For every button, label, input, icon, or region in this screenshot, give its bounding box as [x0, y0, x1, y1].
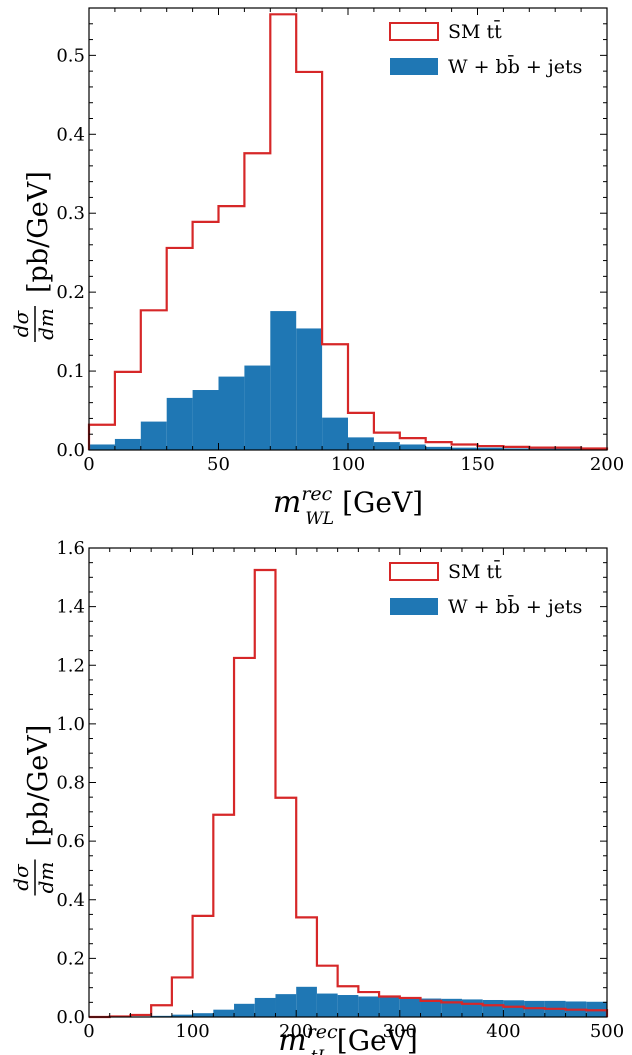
bar-wbb-9: [322, 417, 348, 450]
bar-wbb-4: [192, 390, 219, 450]
svg-text:dm: dm: [34, 862, 58, 894]
y-tick-label: 0.3: [56, 203, 85, 224]
ticks: [88, 547, 608, 1018]
y-tick-label: 1.2: [56, 655, 85, 676]
svg-text:dσ: dσ: [9, 309, 33, 337]
bar-wbb-3: [166, 397, 193, 450]
bar-wbb-0: [89, 444, 115, 450]
bar-wbb-16: [420, 998, 442, 1017]
bar-wbb-5: [218, 376, 245, 450]
svg-text:[pb/GeV]: [pb/GeV]: [23, 725, 54, 847]
legend-item-0: SM tt̄: [389, 19, 502, 43]
legend-swatch-sm-ttbar: [389, 22, 439, 41]
ticks: [88, 7, 608, 451]
bar-wbb-2: [140, 421, 167, 450]
bar-wbb-14: [451, 447, 478, 450]
legend-item-1: W + bb̄ + jets: [390, 594, 582, 618]
chart-1: 0 50 100 150 200 0.0 0.1 0.2 0.3 0.4 0.5 mrec WL [GeV…: [9, 7, 624, 529]
series-wbb-bars: [109, 986, 607, 1017]
y-tick-label: 1.0: [56, 714, 85, 735]
bar-wbb-7: [270, 311, 297, 450]
legend-item-0: SM tt̄: [389, 559, 502, 583]
chart-2: 0 100 200 300 400 500 0.0 0.2 0.4 0.6 0.8 1.0 1.2 1.4…: [9, 538, 624, 1055]
bar-wbb-8: [254, 997, 276, 1017]
bar-wbb-16: [503, 448, 530, 450]
bar-wbb-12: [337, 995, 359, 1017]
y-tick-label: 0.4: [56, 890, 85, 911]
y-axis-label: dσ dm [pb/GeV]: [9, 725, 58, 896]
y-tick-label: 0.2: [56, 282, 85, 303]
bar-wbb-19: [482, 999, 504, 1017]
bar-wbb-10: [348, 437, 374, 450]
x-tick-label: 100: [331, 454, 365, 475]
y-tick-label: 0.2: [56, 948, 85, 969]
y-tick-label: 0.5: [56, 45, 85, 66]
x-tick-label: 200: [590, 454, 624, 475]
x-tick-label: 150: [460, 454, 494, 475]
legend: SM tt̄ W + bb̄ + jets: [389, 19, 582, 78]
bar-wbb-9: [275, 994, 297, 1017]
bar-wbb-1: [114, 438, 141, 450]
svg-text:dm: dm: [34, 308, 58, 340]
legend-swatch-sm-ttbar: [389, 562, 439, 581]
legend-label: SM tt̄: [448, 19, 502, 43]
y-tick-label: 1.6: [56, 538, 85, 559]
bar-wbb-15: [477, 447, 504, 450]
legend-label: W + bb̄ + jets: [448, 54, 582, 78]
bar-wbb-6: [213, 1009, 235, 1017]
y-tick-label: 0.1: [56, 361, 85, 382]
y-tick-label: 0.0: [56, 440, 85, 461]
bar-wbb-14: [379, 997, 400, 1017]
legend-swatch-wbb: [390, 58, 438, 75]
x-tick-label: 500: [590, 1021, 624, 1042]
bar-wbb-13: [358, 996, 380, 1017]
bar-wbb-20: [503, 1000, 525, 1017]
bar-wbb-15: [399, 997, 421, 1017]
bar-wbb-7: [234, 1003, 255, 1017]
y-axis-label: dσ dm [pb/GeV]: [9, 171, 58, 342]
bar-wbb-5: [192, 1013, 214, 1017]
legend-item-1: W + bb̄ + jets: [390, 54, 582, 78]
bar-wbb-4: [171, 1014, 193, 1017]
legend-swatch-wbb: [390, 598, 438, 615]
bar-wbb-6: [244, 365, 271, 450]
y-tick-label: 0.6: [56, 831, 85, 852]
series-sm-ttbar-step: [89, 568, 609, 1019]
bar-wbb-18: [555, 448, 582, 450]
bar-wbb-12: [399, 444, 426, 450]
bar-wbb-11: [373, 442, 400, 450]
bar-wbb-17: [529, 448, 556, 450]
bar-wbb-10: [296, 986, 317, 1017]
y-tick-label: 0.8: [56, 773, 85, 794]
legend: SM tt̄ W + bb̄ + jets: [389, 559, 582, 618]
x-axis-label: mrec WL [GeV]: [273, 483, 423, 529]
legend-label: W + bb̄ + jets: [448, 594, 582, 618]
plot-frame: [88, 547, 608, 1018]
series-wbb-bars: [89, 311, 607, 450]
x-tick-label: 100: [175, 1021, 209, 1042]
x-axis-label: mrectL[GeV]: [278, 1021, 418, 1055]
bar-wbb-8: [296, 328, 323, 450]
x-tick-label: 0: [83, 1021, 94, 1042]
svg-text:dσ: dσ: [9, 863, 33, 891]
series-sm-ttbar-step: [87, 13, 609, 450]
bar-wbb-13: [425, 446, 452, 450]
x-tick-label: 200: [279, 1021, 313, 1042]
x-tick-label: 0: [83, 454, 94, 475]
y-tick-label: 0.0: [56, 1007, 85, 1028]
y-tick-label: 0.4: [56, 124, 85, 145]
x-tick-label: 400: [486, 1021, 520, 1042]
y-tick-label: 1.4: [56, 597, 85, 618]
legend-label: SM tt̄: [448, 559, 502, 583]
x-tick-label: 300: [383, 1021, 417, 1042]
bar-wbb-18: [461, 999, 483, 1017]
x-tick-label: 50: [207, 454, 230, 475]
bar-wbb-11: [316, 993, 338, 1017]
svg-text:[pb/GeV]: [pb/GeV]: [23, 171, 54, 293]
